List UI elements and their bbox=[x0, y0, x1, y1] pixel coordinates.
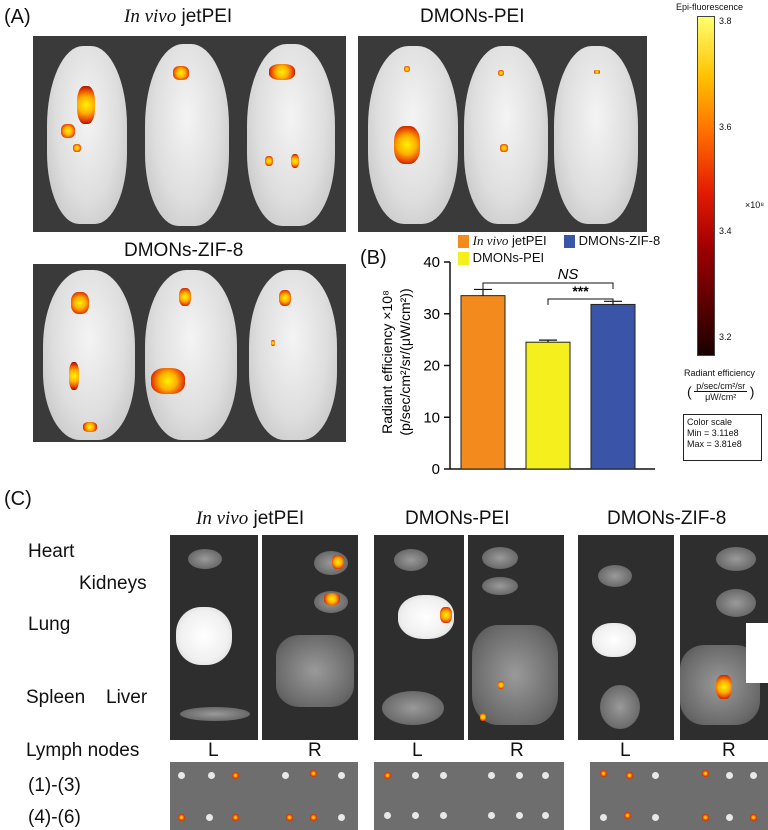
panel-b-label: (B) bbox=[360, 247, 387, 269]
y-axis-label-line2: (p/sec/cm²/sr/(μW/cm²)) bbox=[397, 288, 413, 435]
image-dmons-zif8-mice bbox=[33, 264, 346, 442]
organs-zif8-left bbox=[578, 535, 674, 740]
legend-swatch-zif8 bbox=[564, 235, 575, 249]
colorbar-tick-32: 3.2 bbox=[719, 332, 732, 342]
colorbar-tick-34: 3.4 bbox=[719, 226, 732, 236]
legend-swatch-jetpei bbox=[458, 235, 469, 249]
colorbar-unit-denominator: μW/cm² bbox=[705, 392, 737, 402]
stars-bracket bbox=[547, 298, 614, 305]
color-scale-title: Color scale bbox=[687, 417, 733, 427]
organs-jetpei-left bbox=[170, 535, 258, 740]
label-r-jetpei: R bbox=[308, 740, 322, 761]
label-l-jetpei: L bbox=[208, 740, 219, 761]
title-jetpei-rest: jetPEI bbox=[176, 6, 233, 27]
label-r-zif8: R bbox=[722, 740, 736, 761]
legend-label-jetpei-rest: jetPEI bbox=[508, 233, 547, 248]
label-l-zif8: L bbox=[620, 740, 631, 761]
bar-2 bbox=[590, 303, 636, 470]
colorbar-unit-label: Radiant efficiency bbox=[684, 368, 755, 378]
image-jetpei-mice bbox=[33, 36, 346, 232]
label-liver: Liver bbox=[106, 687, 148, 708]
legend-item-jetpei: In vivo jetPEI bbox=[458, 233, 547, 249]
label-r-pei: R bbox=[510, 740, 524, 761]
legend-item-zif8: DMONs-ZIF-8 bbox=[564, 233, 661, 249]
colorbar-exponent: ×10⁸ bbox=[745, 200, 765, 210]
y-tick-label: 20 bbox=[423, 358, 440, 375]
organs-jetpei-right bbox=[262, 535, 358, 740]
ns-annotation: NS bbox=[558, 266, 579, 283]
legend-label-jetpei-italic: In vivo bbox=[472, 233, 509, 248]
c-title-jetpei: In vivo jetPEI bbox=[196, 508, 304, 530]
label-heart: Heart bbox=[28, 541, 75, 562]
c-title-dmons-pei: DMONs-PEI bbox=[405, 508, 510, 529]
label-l-pei: L bbox=[412, 740, 423, 761]
white-patch bbox=[746, 623, 768, 683]
color-scale-min: Min = 3.11e8 bbox=[687, 428, 739, 438]
legend-label-zif8: DMONs-ZIF-8 bbox=[578, 233, 661, 248]
label-lung: Lung bbox=[28, 614, 71, 635]
bar-1 bbox=[525, 341, 571, 470]
stars-annotation: *** bbox=[572, 283, 589, 299]
title-jetpei-italic: In vivo bbox=[124, 6, 177, 27]
organs-pei-left bbox=[374, 535, 464, 740]
lymph-strip-pei bbox=[374, 762, 564, 830]
y-axis-label-line1: Radiant efficiency ×10⁸ bbox=[380, 290, 395, 434]
label-spleen: Spleen bbox=[26, 687, 86, 708]
label-nodes-4-6: (4)-(6) bbox=[28, 807, 81, 828]
y-tick-label: 10 bbox=[423, 409, 440, 426]
title-dmons-pei: DMONs-PEI bbox=[420, 6, 525, 27]
colorbar-unit: ( p/sec/cm²/sr μW/cm² ) bbox=[687, 381, 755, 402]
legend-item-pei: DMONs-PEI bbox=[458, 250, 545, 266]
colorbar-tick-38: 3.8 bbox=[719, 16, 732, 26]
c-title-dmons-zif8: DMONs-ZIF-8 bbox=[607, 508, 727, 529]
label-nodes-1-3: (1)-(3) bbox=[28, 775, 81, 796]
color-scale-max: Max = 3.81e8 bbox=[687, 439, 742, 449]
legend-label-pei: DMONs-PEI bbox=[472, 250, 545, 265]
y-tick-label: 0 bbox=[432, 461, 440, 478]
panel-c-label: (C) bbox=[4, 488, 32, 510]
y-tick-label: 40 bbox=[423, 254, 440, 271]
organs-pei-right bbox=[468, 535, 564, 740]
color-scale-box: Color scale Min = 3.11e8 Max = 3.81e8 bbox=[683, 414, 762, 461]
colorbar bbox=[697, 16, 715, 356]
colorbar-unit-numerator: p/sec/cm²/sr bbox=[694, 381, 748, 392]
c-title-jetpei-rest: jetPEI bbox=[248, 508, 305, 529]
legend-swatch-pei bbox=[458, 252, 469, 266]
y-tick-label: 30 bbox=[423, 306, 440, 323]
panel-a-label: (A) bbox=[4, 6, 31, 28]
ns-bracket bbox=[482, 282, 614, 289]
title-dmons-zif8: DMONs-ZIF-8 bbox=[124, 240, 244, 261]
lymph-strip-jetpei bbox=[170, 762, 358, 830]
label-lymph-nodes: Lymph nodes bbox=[26, 740, 140, 761]
bar-chart: 0 10 20 30 40 NS*** Radiant efficiency ×10⁸ (… bbox=[380, 254, 655, 478]
lymph-strip-zif8 bbox=[590, 762, 768, 830]
bar-0 bbox=[460, 295, 506, 470]
organs-zif8-right bbox=[680, 535, 768, 740]
c-title-jetpei-italic: In vivo bbox=[196, 508, 249, 529]
title-jetpei: In vivo jetPEI bbox=[124, 6, 232, 28]
image-dmons-pei-mice bbox=[358, 36, 647, 232]
colorbar-title: Epi-fluorescence bbox=[676, 2, 744, 12]
colorbar-tick-36: 3.6 bbox=[719, 122, 732, 132]
label-kidneys: Kidneys bbox=[79, 573, 147, 594]
